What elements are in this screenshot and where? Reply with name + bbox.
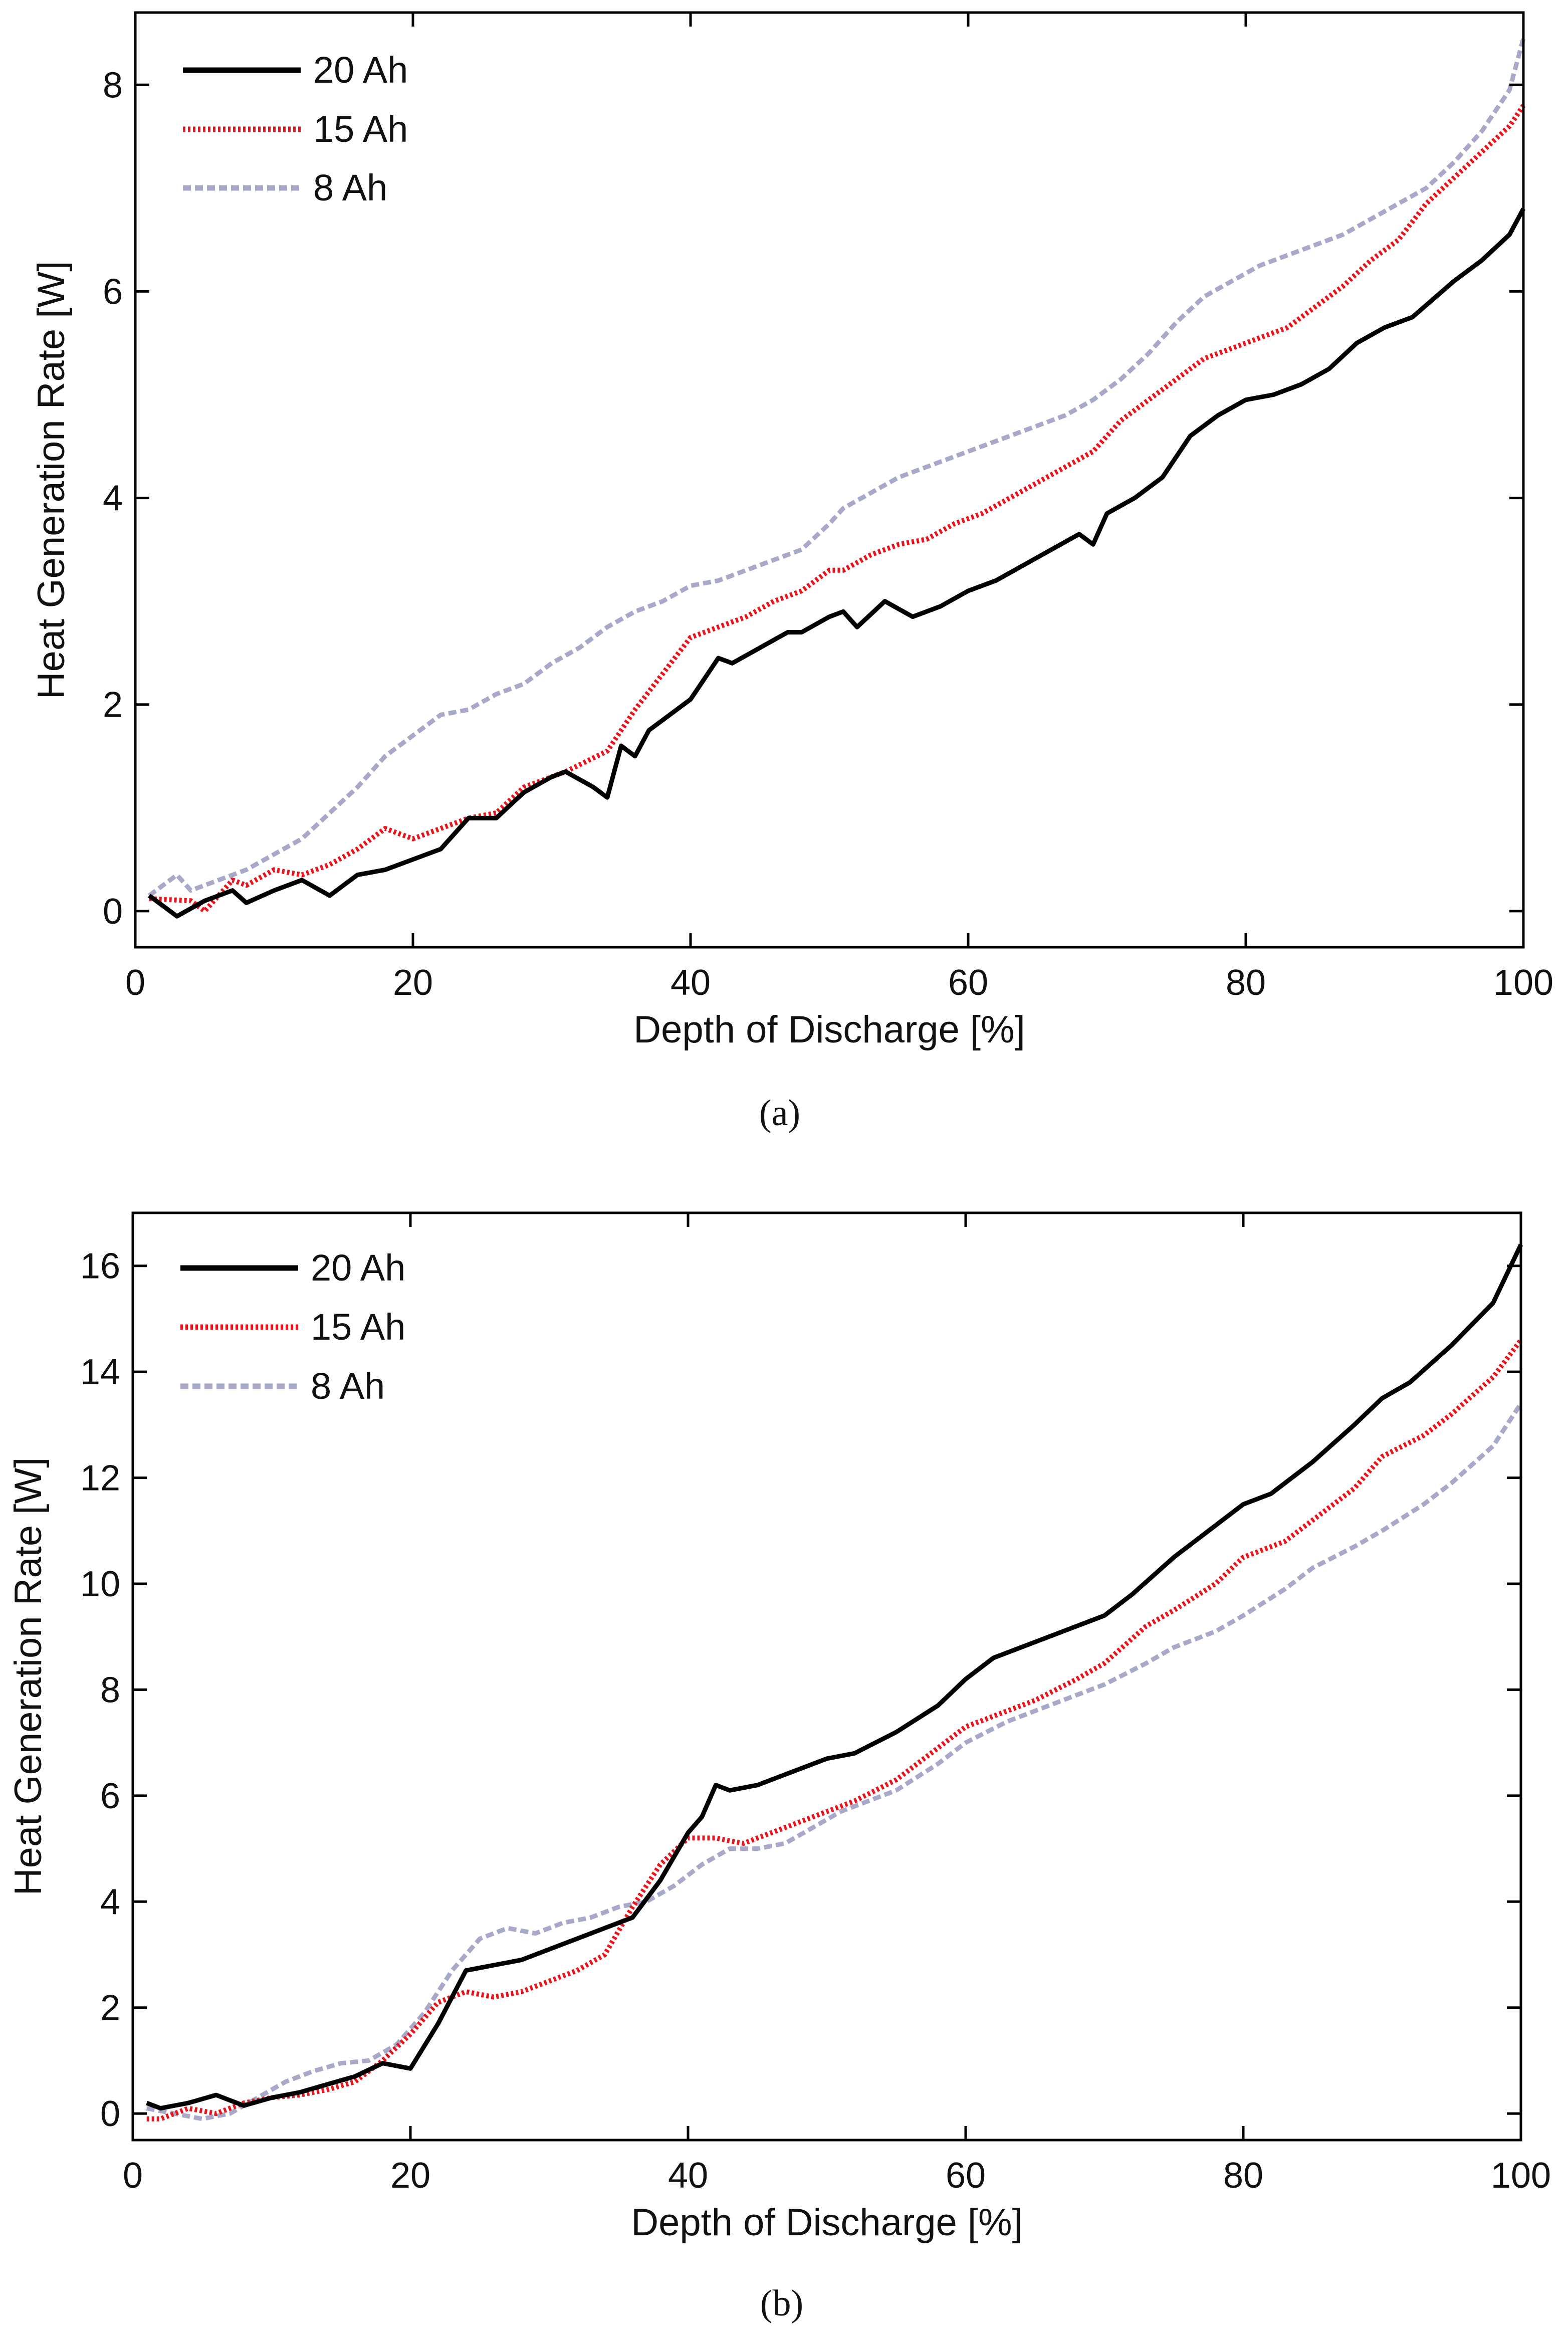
x-tick-label-60-a: 60 <box>948 963 988 1003</box>
x-tick-label-80-a: 80 <box>1226 963 1266 1003</box>
y-tick-label-4-b: 4 <box>100 1882 120 1922</box>
legend-label-15ah-a: 15 Ah <box>313 108 408 150</box>
series-line-15ah-b <box>146 1338 1523 2122</box>
y-tick-label-2-a: 2 <box>103 685 123 725</box>
plot-frame-b <box>131 1211 1522 2142</box>
y-axis-label-a: Heat Generation Rate [W] <box>30 261 73 699</box>
axis-ticks-a: 0 20 40 60 80 100 0 2 4 6 8 <box>103 13 1553 1003</box>
x-axis-label-b: Depth of Discharge [%] <box>631 2201 1023 2244</box>
legend-b: 20 Ah 15 Ah 8 Ah <box>180 1247 405 1407</box>
legend-label-20ah-a: 20 Ah <box>313 49 408 91</box>
y-tick-label-16-b: 16 <box>80 1246 120 1287</box>
chart-panel-b: 0 20 40 60 80 100 0 2 4 6 8 10 12 14 16 Depth of Disch… <box>7 1211 1551 2244</box>
y-tick-label-8-b: 8 <box>100 1670 120 1710</box>
chart-panel-a: 0 20 40 60 80 100 0 2 4 6 8 Depth of Discharge [%]… <box>30 11 1553 1051</box>
x-tick-label-0-a: 0 <box>125 963 145 1003</box>
x-tick-label-100-a: 100 <box>1493 963 1553 1003</box>
plot-area-b <box>146 1243 1523 2122</box>
legend-label-20ah-b: 20 Ah <box>311 1247 405 1289</box>
series-line-20ah-a <box>148 207 1525 919</box>
caption-b: (b) <box>760 2283 803 2324</box>
y-tick-label-10-b: 10 <box>80 1564 120 1604</box>
series-line-8ah-b <box>146 1402 1523 2122</box>
x-axis-label-a: Depth of Discharge [%] <box>633 1008 1025 1051</box>
x-tick-label-100-b: 100 <box>1491 2156 1551 2196</box>
legend-label-8ah-a: 8 Ah <box>313 167 387 208</box>
y-tick-label-4-a: 4 <box>103 479 123 519</box>
y-axis-label-b: Heat Generation Rate [W] <box>7 1457 50 1895</box>
x-tick-label-40-b: 40 <box>668 2156 708 2196</box>
y-tick-label-14-b: 14 <box>80 1352 120 1392</box>
x-tick-label-80-b: 80 <box>1223 2156 1263 2196</box>
legend-a: 20 Ah 15 Ah 8 Ah <box>183 49 408 208</box>
x-tick-label-20-b: 20 <box>390 2156 430 2196</box>
plot-area-a <box>148 38 1526 919</box>
axis-ticks-b: 0 20 40 60 80 100 0 2 4 6 8 10 12 14 16 <box>80 1213 1551 2196</box>
x-tick-label-20-a: 20 <box>393 963 433 1003</box>
y-tick-label-6-a: 6 <box>103 272 123 312</box>
y-tick-label-0-b: 0 <box>100 2094 120 2134</box>
legend-label-8ah-b: 8 Ah <box>311 1365 385 1407</box>
legend-label-15ah-b: 15 Ah <box>311 1306 405 1348</box>
y-tick-label-2-b: 2 <box>100 1988 120 2028</box>
y-tick-label-8-a: 8 <box>103 65 123 105</box>
x-tick-label-60-b: 60 <box>946 2156 986 2196</box>
series-line-20ah-b <box>146 1243 1523 2111</box>
y-tick-label-6-b: 6 <box>100 1776 120 1816</box>
plot-frame-a <box>134 11 1525 949</box>
x-tick-label-40-a: 40 <box>670 963 711 1003</box>
y-tick-label-12-b: 12 <box>80 1458 120 1499</box>
x-tick-label-0-b: 0 <box>123 2156 143 2196</box>
caption-a: (a) <box>759 1093 800 1134</box>
y-tick-label-0-a: 0 <box>103 892 123 932</box>
